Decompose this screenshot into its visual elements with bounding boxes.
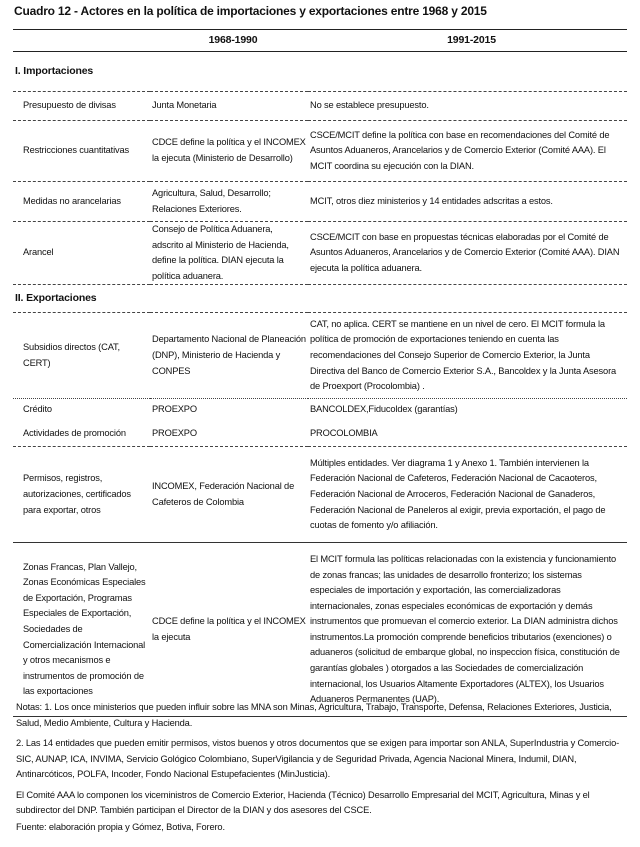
table-row: Presupuesto de divisas Junta Monetaria N… [13,91,627,121]
row-label: Arancel [13,221,150,286]
cell-1968-1990: Agricultura, Salud, Desarrollo; Relacion… [150,181,308,222]
row-label: Medidas no arancelarias [13,181,150,222]
cell-1968-1990: Departamento Nacional de Planeación (DNP… [150,312,308,400]
table-row: Crédito PROEXPO BANCOLDEX,Fiducoldex (ga… [13,399,627,421]
row-label: Permisos, registros, autorizaciones, cer… [13,446,150,544]
row-label: Restricciones cuantitativas [13,120,150,182]
row-label: Presupuesto de divisas [13,91,150,121]
notes: Notas: 1. Los once ministerios que puede… [16,700,626,840]
cell-1968-1990: Junta Monetaria [150,91,308,121]
header-row: 1968-1990 1991-2015 [13,29,627,52]
section-heading: I. Importaciones [13,51,627,92]
cell-1991-2015: CSCE/MCIT con base en propuestas técnica… [308,221,627,286]
note-1: Notas: 1. Los once ministerios que puede… [16,702,612,728]
cell-1991-2015: BANCOLDEX,Fiducoldex (garantías) [310,404,458,415]
table-row: Subsidios directos (CAT, CERT) Departame… [13,312,627,400]
cell-1991-2015: CAT, no aplica. CERT se mantiene en un n… [308,312,627,400]
section-heading: II. Exportaciones [13,284,627,314]
row-label: Subsidios directos (CAT, CERT) [13,312,150,400]
header-blank [13,29,150,52]
cell-1991-2015: CSCE/MCIT define la política con base en… [308,120,627,182]
cell-1968-1990: Consejo de Política Aduanera, adscrito a… [150,221,308,286]
section-exportaciones: II. Exportaciones [13,284,627,314]
cell-1968-1990: INCOMEX, Federación Nacional de Cafetero… [150,446,308,544]
cell-1968-1990: PROEXPO [150,420,308,448]
cell-1991-2015: MCIT, otros diez ministerios y 14 entida… [308,181,627,222]
cell-1991-2015: No se establece presupuesto. [308,91,627,121]
section-importaciones: I. Importaciones [13,51,627,92]
table-row: Actividades de promoción PROEXPO PROCOLO… [13,420,627,448]
cell-1991-2015: PROCOLOMBIA [308,420,627,448]
row-label: Crédito [23,404,52,415]
note-2: 2. Las 14 entidades que pueden emitir pe… [16,738,620,779]
table-row: Zonas Francas, Plan Vallejo, Zonas Econó… [13,542,627,718]
cell-1968-1990: CDCE define la política y el INCOMEX la … [150,120,308,182]
cell-1968-1990: PROEXPO [152,404,197,415]
table-row: Restricciones cuantitativas CDCE define … [13,120,627,182]
note-comite-aaa: El Comité AAA lo componen los viceminist… [16,789,590,816]
row-label: Actividades de promoción [13,420,150,448]
header-1991-2015: 1991-2015 [308,29,627,52]
table-title: Cuadro 12 - Actores en la política de im… [14,4,487,18]
source-note: Fuente: elaboración propia y Gómez, Boti… [16,821,225,832]
cell-1991-2015: Múltiples entidades. Ver diagrama 1 y An… [308,446,627,544]
cell-1968-1990: CDCE define la política y el INCOMEX la … [150,542,308,718]
table-row: Permisos, registros, autorizaciones, cer… [13,446,627,544]
cell-1991-2015: El MCIT formula las políticas relacionad… [308,542,627,718]
actors-table: 1968-1990 1991-2015 I. Importaciones Pre… [13,29,627,718]
table-row: Medidas no arancelarias Agricultura, Sal… [13,181,627,222]
header-1968-1990: 1968-1990 [150,29,308,52]
table-row: Arancel Consejo de Política Aduanera, ad… [13,221,627,286]
row-label: Zonas Francas, Plan Vallejo, Zonas Econó… [13,542,150,718]
